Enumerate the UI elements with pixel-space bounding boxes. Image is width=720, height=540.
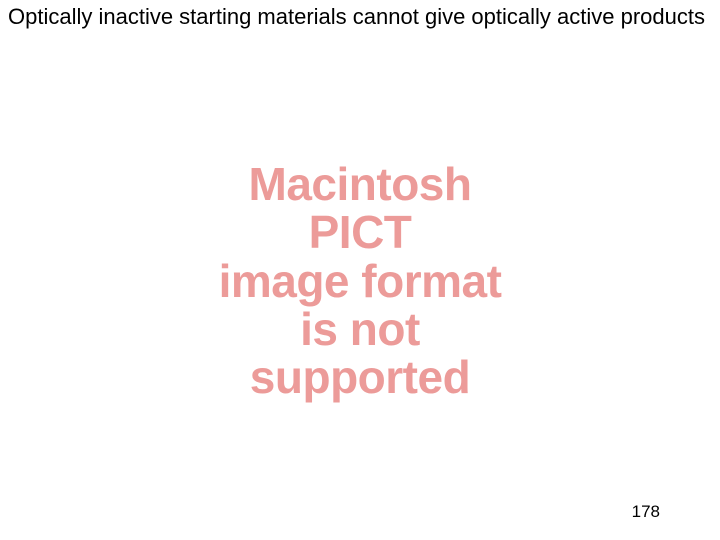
pict-unsupported-placeholder: Macintosh PICT image format is not suppo… [200,160,520,401]
slide-title: Optically inactive starting materials ca… [8,4,712,30]
pict-line-3: is not supported [200,305,520,402]
pict-line-2: image format [200,257,520,305]
pict-line-1: Macintosh PICT [200,160,520,257]
slide: Optically inactive starting materials ca… [0,0,720,540]
page-number: 178 [632,502,660,522]
